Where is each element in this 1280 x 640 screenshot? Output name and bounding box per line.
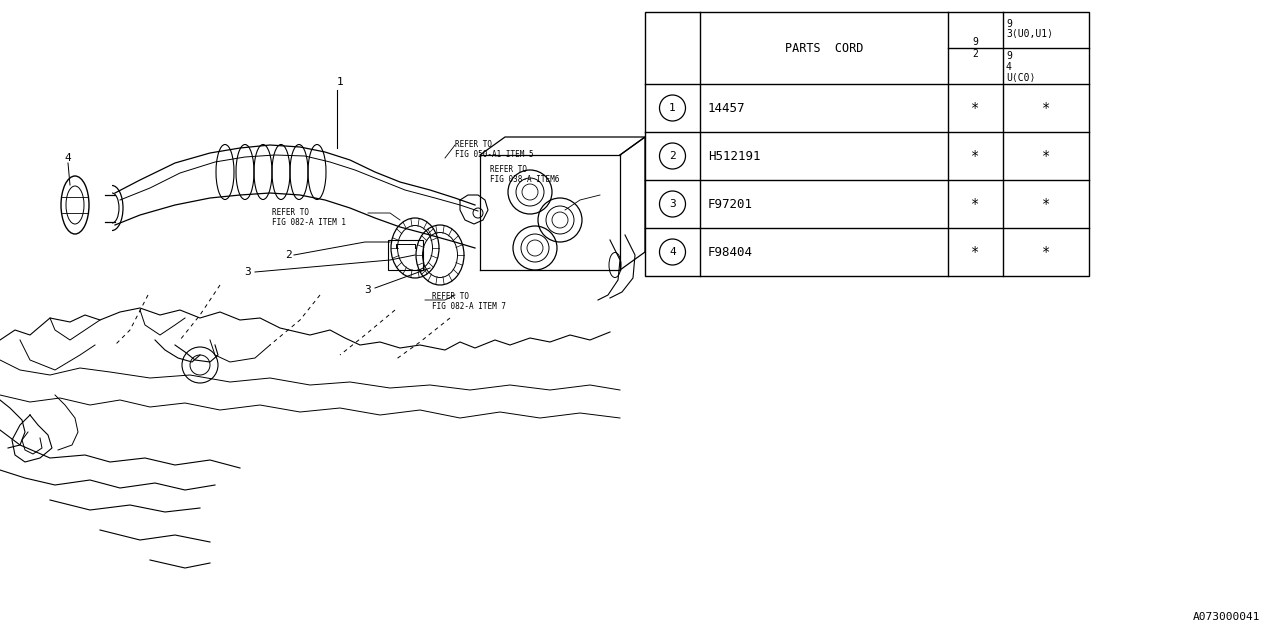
Text: 9
4
U⟨C0⟩: 9 4 U⟨C0⟩ <box>1006 51 1036 83</box>
Text: *: * <box>1042 101 1050 115</box>
Text: *: * <box>1042 197 1050 211</box>
Text: 2: 2 <box>669 151 676 161</box>
Text: 3: 3 <box>669 199 676 209</box>
Text: *: * <box>1042 245 1050 259</box>
Text: 3: 3 <box>365 285 371 295</box>
Text: 1: 1 <box>337 77 343 87</box>
Text: REFER TO
FIG 082-A ITEM 7: REFER TO FIG 082-A ITEM 7 <box>433 292 506 312</box>
Bar <box>388 240 422 270</box>
Text: 9
3⟨U0,U1⟩: 9 3⟨U0,U1⟩ <box>1006 19 1053 40</box>
Text: 2: 2 <box>284 250 292 260</box>
Text: REFER TO
FIG 082-A ITEM 1: REFER TO FIG 082-A ITEM 1 <box>273 208 346 227</box>
Text: 9
2: 9 2 <box>973 37 978 59</box>
Text: *: * <box>972 101 979 115</box>
Text: F98404: F98404 <box>708 246 753 259</box>
Text: F97201: F97201 <box>708 198 753 211</box>
Text: *: * <box>972 149 979 163</box>
Bar <box>645 12 1089 276</box>
Text: *: * <box>972 245 979 259</box>
Text: *: * <box>1042 149 1050 163</box>
Text: 14457: 14457 <box>708 102 745 115</box>
Text: REFER TO
FIG 050-A1 ITEM 5: REFER TO FIG 050-A1 ITEM 5 <box>454 140 534 159</box>
Text: REFER TO
FIG 038-A ITEM6: REFER TO FIG 038-A ITEM6 <box>490 165 559 184</box>
Text: H512191: H512191 <box>708 150 760 163</box>
Text: *: * <box>972 197 979 211</box>
Text: A073000041: A073000041 <box>1193 612 1260 622</box>
Text: 4: 4 <box>669 247 676 257</box>
Text: 1: 1 <box>669 103 676 113</box>
Text: 4: 4 <box>64 153 72 163</box>
Text: 3: 3 <box>244 267 251 277</box>
Text: PARTS  CORD: PARTS CORD <box>785 42 863 54</box>
